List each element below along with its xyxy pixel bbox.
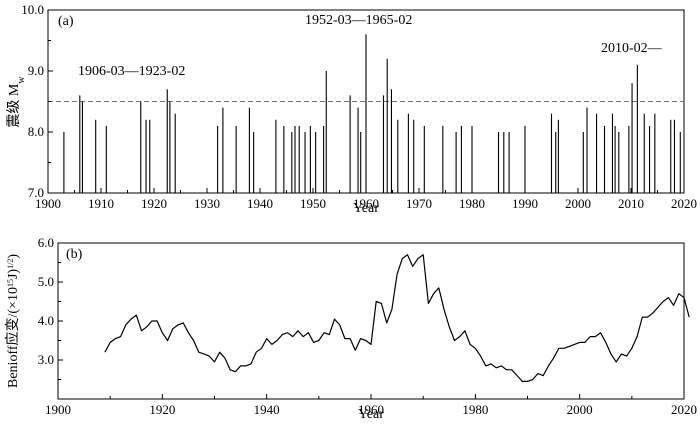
x-tick-label: 1930	[194, 196, 220, 211]
panel-b-y-ticks: 3.0 4.0 5.0 6.0	[38, 235, 63, 400]
panel-a-ylabel-sub: w	[16, 76, 27, 84]
y-tick-label: 9.0	[28, 63, 44, 78]
panel-a-x-axis-label: Year	[353, 201, 379, 216]
magnitude-spikes	[63, 34, 681, 193]
y-tick-label: 7.0	[28, 185, 44, 200]
x-tick-label: 1960	[358, 402, 384, 417]
x-tick-label: 1940	[247, 196, 273, 211]
panel-a-x-ticks: 1900 1910 1920 1930 1940 1950 1960 1970 1980 1990…	[35, 188, 697, 211]
x-tick-label: 1970	[406, 196, 432, 211]
x-tick-label: 2010	[618, 196, 644, 211]
y-tick-label: 3.0	[38, 352, 54, 367]
panel-b-ylabel-exp2: 1/2	[6, 259, 15, 269]
panel-b-ylabel-end: )	[6, 254, 21, 259]
panel-b-y-axis-label: Benioff应变/(×1015J)1/2)	[4, 254, 21, 388]
annotation-2010: 2010-02—	[601, 41, 663, 56]
panel-a: (a) 1900 1910 1920 1930 1940 1950 1960 1970 1980…	[6, 2, 697, 216]
x-tick-label: 2020	[671, 402, 697, 417]
panel-a-ylabel-main: 震级 M	[6, 83, 22, 127]
panel-a-label: (a)	[58, 14, 74, 29]
x-tick-label: 1920	[149, 402, 175, 417]
x-tick-label: 2020	[671, 196, 697, 211]
y-tick-label: 6.0	[38, 235, 54, 250]
x-tick-label: 1900	[45, 402, 71, 417]
y-tick-label: 8.0	[28, 124, 44, 139]
panel-a-y-ticks: 7.0 8.0 9.0 10.0	[21, 2, 53, 200]
x-tick-label: 1940	[254, 402, 280, 417]
panel-b-ylabel-mid: J)	[6, 269, 21, 279]
annotation-1906-1923: 1906-03—1923-02	[78, 64, 185, 79]
panel-b-ylabel-exp1: 15	[6, 279, 15, 287]
x-tick-label: 1910	[88, 196, 114, 211]
benioff-strain-line	[104, 254, 690, 382]
x-tick-label: 2000	[565, 196, 591, 211]
x-tick-label: 1950	[300, 196, 326, 211]
panel-b-x-axis-label: Year	[358, 407, 384, 422]
x-tick-label: 1990	[512, 196, 538, 211]
panel-a-y-axis-label: 震级 Mw	[6, 76, 27, 128]
x-tick-label: 1980	[459, 196, 485, 211]
y-tick-label: 5.0	[38, 274, 54, 289]
panel-b: (b) 1900 1920 1940 1960 1980 2000 2020 3.0 4.0 5…	[4, 235, 697, 422]
annotation-1952-1965: 1952-03—1965-02	[305, 13, 412, 28]
panel-b-x-ticks: 1900 1920 1940 1960 1980 2000 2020	[45, 394, 697, 417]
x-tick-label: 1920	[141, 196, 167, 211]
x-tick-label: 1900	[35, 196, 61, 211]
panel-b-label: (b)	[66, 247, 83, 262]
panel-b-ylabel-main: Benioff应变/(×10	[4, 287, 21, 388]
x-tick-label: 2000	[567, 402, 593, 417]
x-tick-label: 1980	[462, 402, 488, 417]
y-tick-label: 4.0	[38, 313, 54, 328]
y-tick-label: 10.0	[21, 2, 44, 17]
x-tick-label: 1960	[353, 196, 379, 211]
